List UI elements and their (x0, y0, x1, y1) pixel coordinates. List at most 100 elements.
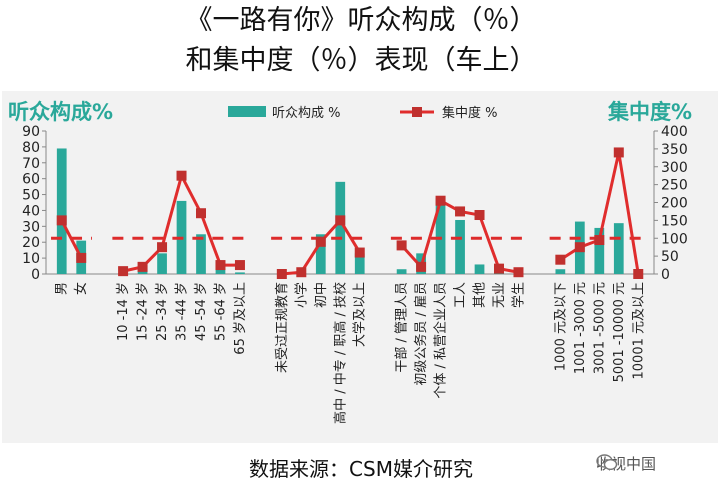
category-label: 1001 -3000 元 (573, 282, 588, 374)
concentration-marker (396, 240, 407, 251)
concentration-line (60, 219, 83, 259)
category-label: 工人 (453, 282, 468, 308)
category-label: 无业 (492, 282, 507, 308)
category-label: 男 (55, 282, 70, 295)
concentration-marker (416, 261, 427, 272)
composition-bar (474, 264, 485, 274)
composition-bar (315, 234, 326, 274)
concentration-marker (56, 215, 67, 226)
concentration-marker (76, 252, 87, 263)
composition-bar (555, 269, 566, 274)
concentration-marker (118, 266, 129, 277)
right-tick-label: 400 (661, 124, 688, 140)
concentration-marker (157, 242, 168, 253)
composition-bar (157, 253, 167, 274)
concentration-marker (137, 261, 148, 272)
left-tick-label: 10 (22, 251, 40, 267)
right-tick-label: 350 (661, 142, 688, 158)
category-label: 45 -54 岁 (194, 282, 209, 341)
category-label: 干部 / 管理人员 (395, 282, 410, 373)
category-label: 其他 (473, 282, 488, 308)
composition-bar (613, 223, 624, 274)
concentration-marker (354, 247, 365, 258)
composition-bar (455, 219, 465, 274)
composition-bar (137, 270, 148, 274)
category-label: 个体 / 私营企业人员 (433, 282, 449, 399)
category-label: 15 -24 岁 (136, 282, 151, 341)
legend-bar-label: 听众构成 % (272, 106, 341, 121)
concentration-marker (513, 267, 524, 278)
category-label: 女 (73, 282, 89, 295)
category-label: 初中 (314, 282, 329, 308)
composition-bar (354, 253, 365, 274)
right-tick-label: 250 (661, 178, 688, 194)
left-tick-label: 90 (22, 124, 40, 140)
right-tick-label: 0 (661, 267, 670, 283)
left-tick-label: 70 (22, 156, 40, 172)
composition-bar (196, 234, 206, 274)
legend-bar-swatch (228, 106, 266, 117)
category-label: 高中 / 中专 / 职高 / 技校 (332, 282, 348, 424)
left-tick-label: 30 (22, 219, 40, 235)
chart-title-line-2: 和集中度（％）表现（车上） (185, 45, 537, 76)
concentration-marker (633, 269, 644, 279)
category-label: 小学 (293, 282, 309, 308)
category-label: 10 -14 岁 (116, 282, 131, 341)
concentration-marker (574, 242, 585, 253)
concentration-marker (555, 254, 566, 265)
concentration-marker (474, 210, 485, 221)
concentration-marker (494, 263, 504, 274)
category-label: 3001 -5000 元 (592, 282, 607, 374)
category-label: 55 -64 岁 (213, 282, 228, 341)
legend-line-marker (412, 107, 422, 117)
data-source-note: 数据来源：CSM媒介研究 (249, 457, 473, 481)
concentration-marker (176, 170, 187, 181)
right-tick-label: 150 (661, 213, 688, 229)
composition-bar (594, 227, 605, 274)
concentration-marker (196, 208, 206, 219)
composition-bar (56, 148, 67, 274)
composition-bar (435, 197, 446, 274)
legend-line-label: 集中度 % (442, 105, 498, 121)
combo-chart: 听众构成% 集中度% 听众构成 % 集中度 % 0102030405060708… (8, 100, 692, 424)
right-tick-label: 200 (661, 196, 688, 212)
concentration-marker (335, 215, 346, 226)
left-tick-label: 50 (22, 188, 40, 204)
category-label: 65 岁及以上 (233, 282, 248, 355)
concentration-marker (215, 260, 226, 271)
chart-area: 听众构成% 集中度% 听众构成 % 集中度 % 0 10 20 30 40 50 60 70 8… (2, 91, 718, 443)
left-tick-label: 0 (31, 267, 40, 283)
composition-bar (215, 269, 226, 274)
concentration-marker (455, 206, 466, 217)
concentration-marker (315, 236, 326, 247)
left-tick-label: 60 (22, 172, 40, 188)
left-axis-title: 听众构成% (8, 100, 113, 124)
concentration-marker (296, 267, 307, 278)
concentration-marker (613, 147, 624, 158)
category-label: 5001 -10000 元 (612, 282, 627, 382)
right-tick-label: 300 (661, 160, 688, 176)
composition-bar (335, 181, 346, 274)
category-label: 大学及以上 (352, 282, 368, 347)
plot-group: 0102030405060708090050100150200250300350… (22, 124, 688, 424)
composition-bar (396, 269, 407, 274)
concentration-marker (594, 235, 605, 246)
right-axis-title: 集中度% (607, 100, 692, 124)
concentration-marker (276, 269, 287, 279)
category-label: 学生 (510, 282, 526, 308)
right-tick-label: 100 (661, 231, 688, 247)
left-tick-label: 40 (22, 203, 40, 219)
concentration-marker (234, 260, 245, 271)
composition-bar (235, 272, 245, 274)
brand-watermark: 收视中国 (596, 453, 656, 474)
category-label: 35 -44 岁 (175, 282, 190, 341)
right-tick-label: 50 (661, 249, 679, 265)
left-tick-label: 20 (22, 235, 40, 251)
concentration-marker (435, 195, 446, 206)
left-tick-label: 80 (22, 140, 40, 156)
category-label: 初级公务员 / 雇员 (413, 282, 429, 386)
chart-title-line-1: 《一路有你》听众构成（％） (185, 5, 537, 36)
category-label: 25 -34 岁 (155, 282, 170, 341)
category-label: 未受过正规教育 (274, 282, 290, 373)
category-label: 1000 元及以下 (553, 282, 568, 371)
